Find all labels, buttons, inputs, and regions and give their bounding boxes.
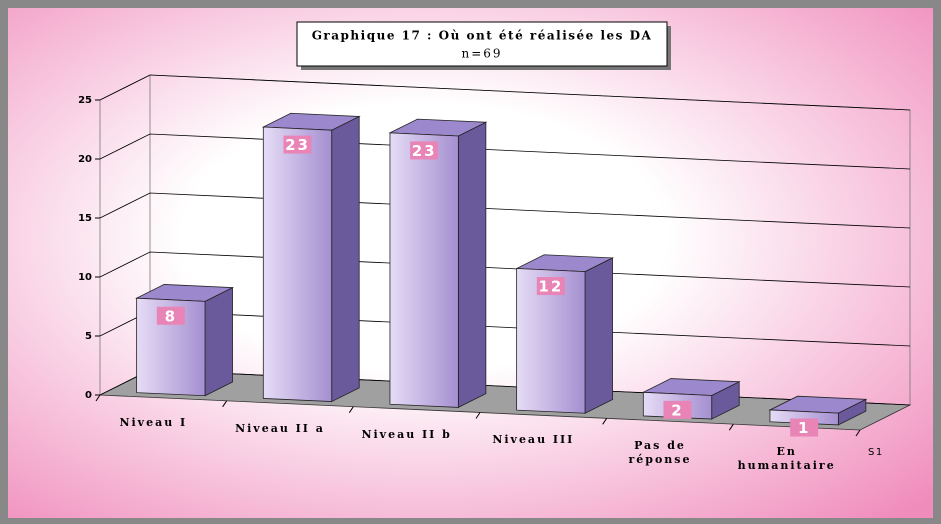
bar [389,132,459,408]
y-tick-label: 15 [78,213,92,224]
x-tick-label: En humanitaire [737,445,836,473]
x-tick [602,418,608,425]
grid-line [99,192,911,229]
value-label-box [536,277,565,296]
bar-side [331,115,360,403]
value-label-box [790,418,819,437]
y-tick-label: 20 [78,154,92,165]
title-box [296,21,668,67]
x-tick-label: Pas de réponse [628,439,692,467]
value-label: 23 [412,142,437,160]
value-label: 1 [798,419,810,437]
bar-side [457,121,487,409]
grid-line [99,74,911,111]
bar-side [204,286,233,397]
bar-side [584,257,613,414]
x-tick-label: Niveau III [492,433,575,447]
x-tick-label: Niveau II a [235,421,325,435]
x-tick [475,412,481,419]
y-tick-label: 10 [78,272,92,283]
series-label: S1 [868,447,884,458]
bar [262,126,333,402]
value-label: 8 [165,307,177,325]
bar [516,268,586,414]
value-label-box [283,135,312,154]
y-tick-label: 0 [85,390,92,401]
x-tick [728,423,734,431]
x-tick [855,429,861,437]
y-tick-label: 5 [85,331,92,342]
chart-subtitle: n=69 [461,47,502,61]
value-label-box [410,141,439,160]
value-label: 23 [285,136,310,154]
value-label: 2 [671,401,683,419]
value-label-box [663,400,692,419]
chart-title: Graphique 17 : Où ont été réalisée les D… [312,29,653,43]
grid-line [99,133,911,170]
bar [136,297,206,397]
x-tick-label: Niveau I [119,415,188,429]
x-tick [348,406,354,413]
grid-line [99,251,911,288]
x-tick-label: Niveau II b [361,427,452,441]
value-label: 12 [538,278,563,296]
x-tick [95,394,101,402]
y-tick-label: 25 [78,95,92,106]
x-tick [222,400,228,408]
value-label-box [156,306,185,325]
